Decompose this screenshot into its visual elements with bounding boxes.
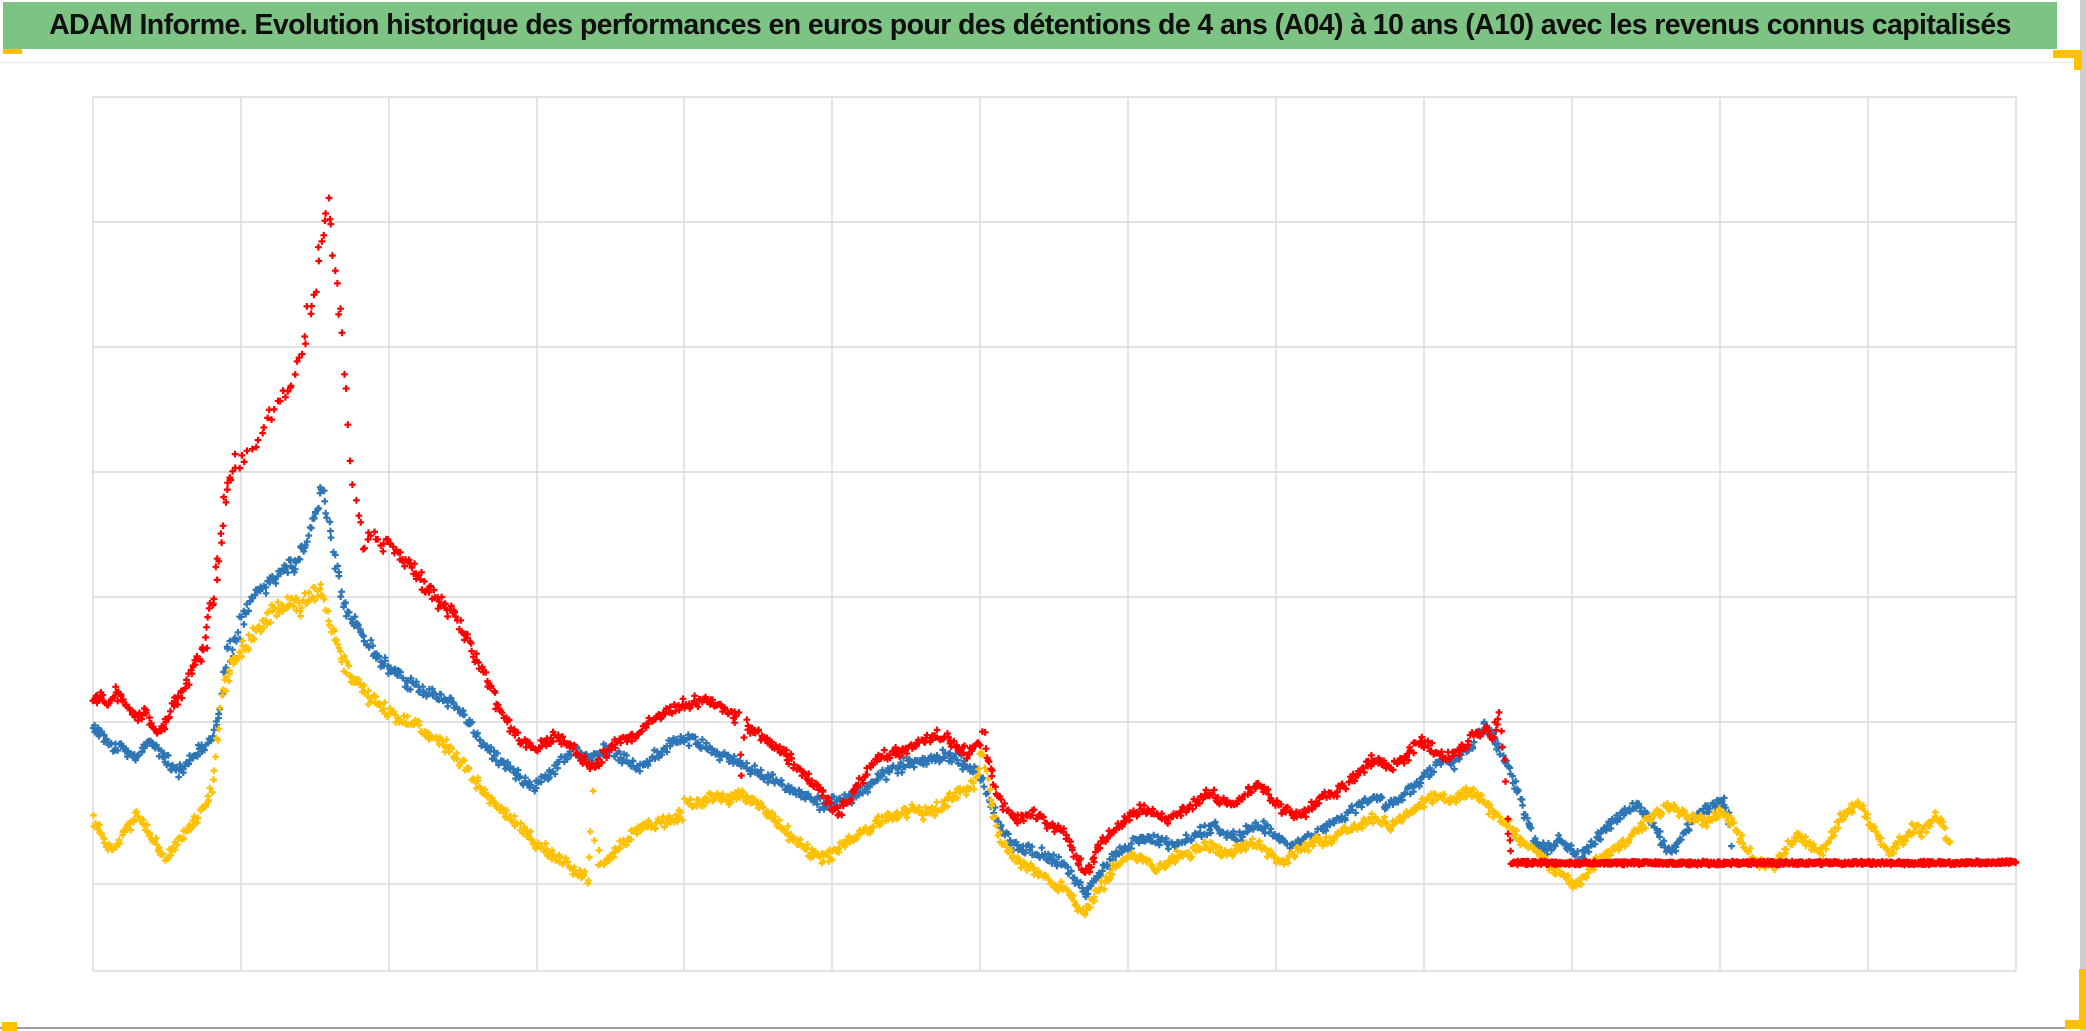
right-edge-strip [2080,0,2086,1031]
scatter-markers-series-red [89,194,2020,876]
accent-top-right-marker-v [2074,50,2082,70]
accent-bottom-right-marker-v [2079,969,2086,1029]
scatter-markers-series-blue [89,484,2009,900]
accent-top-left-marker [3,49,22,54]
accent-top-right-marker-h [2053,50,2082,58]
page-title: ADAM Informe. Evolution historique des p… [3,2,2057,49]
chart-frame-top-line [0,62,2086,63]
accent-bottom-right-marker-h [2065,1020,2086,1029]
accent-bottom-left-marker [2,1022,17,1031]
bottom-edge-line [0,1027,2086,1029]
